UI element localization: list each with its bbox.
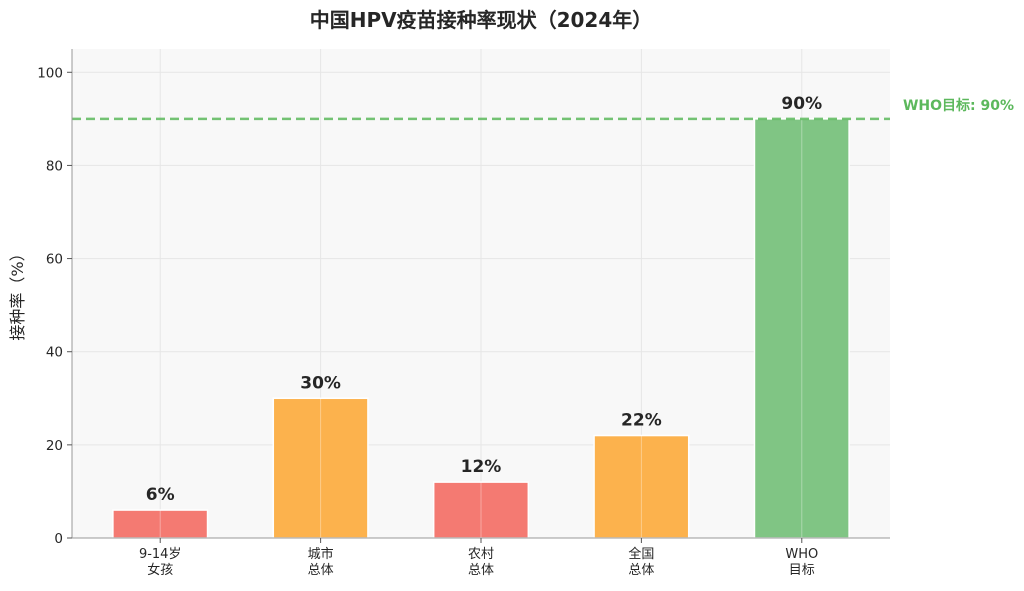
x-tick-label: 9-14岁 — [139, 547, 182, 562]
data-label: 12% — [461, 457, 502, 477]
data-label: 90% — [781, 94, 822, 114]
x-tick-label: 农村 — [468, 547, 494, 562]
x-tick-label: 总体 — [628, 563, 654, 578]
y-axis-label: 接种率（%） — [8, 245, 27, 340]
data-labels: 6% 30% 12% 22% 90% — [146, 94, 822, 505]
bar — [593, 434, 690, 539]
y-tick-label: 100 — [37, 65, 63, 81]
bar — [753, 118, 850, 539]
reference-line-label: WHO目标: 90% — [903, 97, 1014, 114]
x-tick-label: 总体 — [468, 563, 494, 578]
y-tick-label: 20 — [46, 438, 63, 454]
data-label: 6% — [146, 485, 175, 505]
reference-line-group: WHO目标: 90% — [72, 97, 1014, 121]
data-label: 22% — [621, 411, 662, 431]
x-tick-label: 全国 — [628, 546, 654, 562]
bar — [272, 397, 369, 539]
x-tick-label: 目标 — [789, 563, 815, 578]
y-ticks: 0 20 40 60 80 100 — [37, 65, 72, 547]
bars — [112, 118, 850, 539]
data-label: 30% — [300, 373, 341, 393]
y-tick-label: 40 — [46, 345, 63, 361]
y-tick-label: 0 — [54, 531, 63, 547]
x-tick-label: 女孩 — [147, 562, 173, 578]
y-tick-label: 80 — [46, 158, 63, 174]
chart-title: 中国HPV疫苗接种率现状（2024年） — [310, 8, 653, 32]
x-tick-label: 总体 — [308, 563, 334, 578]
x-tick-label: 城市 — [308, 546, 334, 562]
x-tick-label: WHO — [785, 547, 818, 562]
y-tick-label: 60 — [46, 252, 63, 268]
